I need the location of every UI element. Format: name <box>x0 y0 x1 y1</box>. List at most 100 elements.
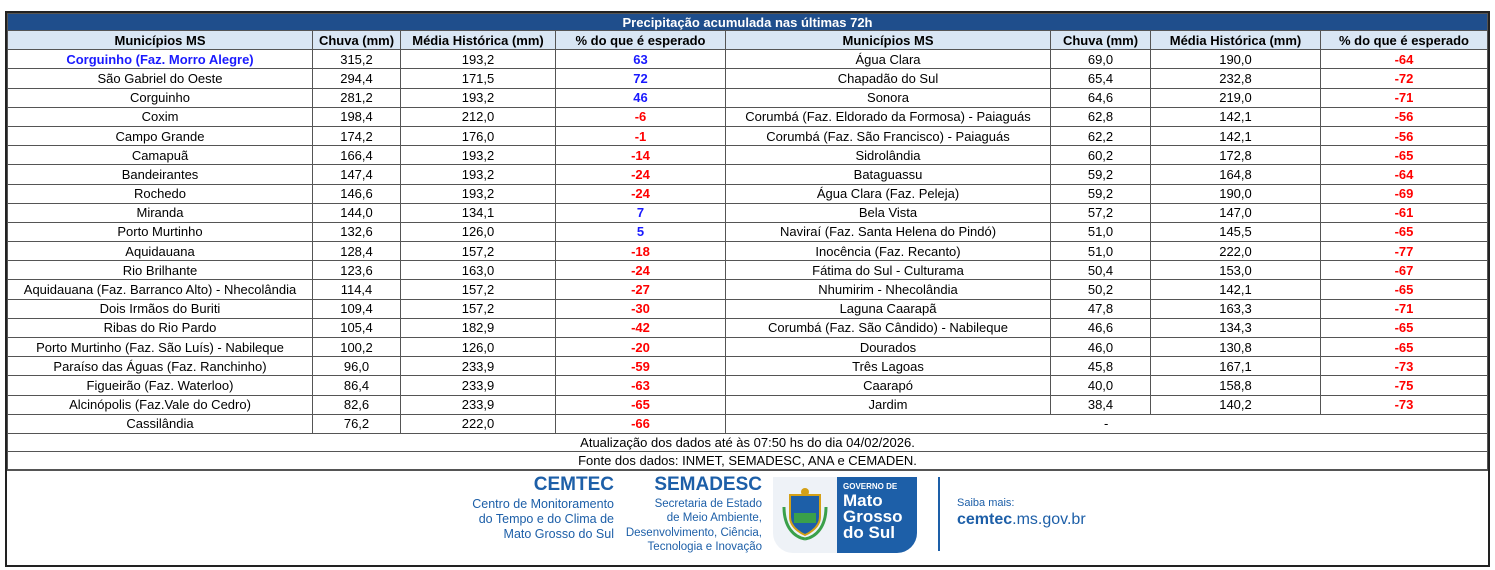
chuva-cell: 132,6 <box>312 221 401 243</box>
media-cell: 163,3 <box>1150 298 1321 319</box>
table-row: Dois Irmãos do Buriti 109,4 157,2 -30 Laguna… <box>7 298 1488 319</box>
percent-cell: -1 <box>555 125 726 147</box>
municipio-cell: Corguinho (Faz. Morro Alegre) <box>7 49 313 70</box>
municipio-cell: Caarapó <box>725 375 1051 396</box>
cemtec-line: Centro de Monitoramento <box>472 496 614 511</box>
municipio-cell: Três Lagoas <box>725 356 1051 377</box>
percent-cell: -71 <box>1320 87 1488 108</box>
municipio-cell: Figueirão (Faz. Waterloo) <box>7 375 313 396</box>
media-cell: 147,0 <box>1150 202 1321 223</box>
percent-cell: -73 <box>1320 394 1488 415</box>
municipio-cell: Inocência (Faz. Recanto) <box>725 241 1051 262</box>
chuva-cell: 60,2 <box>1050 145 1151 166</box>
chuva-cell: 315,2 <box>312 49 401 70</box>
table-row: Porto Murtinho (Faz. São Luís) - Nabileq… <box>7 336 1488 358</box>
municipio-cell: Alcinópolis (Faz.Vale do Cedro) <box>7 394 313 415</box>
percent-cell: -65 <box>1320 221 1488 243</box>
chuva-cell: 51,0 <box>1050 241 1151 262</box>
chuva-cell: 38,4 <box>1050 394 1151 415</box>
media-cell: 219,0 <box>1150 87 1321 108</box>
semadesc-line: Secretaria de Estado <box>654 497 762 510</box>
table-row: Miranda 144,0 134,1 7 Bela Vista 57,2 147,0 -61 <box>7 202 1488 223</box>
url-rest: .ms.gov.br <box>1012 510 1086 528</box>
municipio-cell: Corumbá (Faz. São Francisco) - Paiaguás <box>725 125 1051 147</box>
percent-cell: -65 <box>555 394 726 415</box>
media-cell: 222,0 <box>400 413 556 434</box>
percent-cell: -64 <box>1320 164 1488 185</box>
media-cell: 233,9 <box>400 394 556 415</box>
saiba-mais-label: Saiba mais: <box>957 496 1015 509</box>
municipio-cell: Porto Murtinho (Faz. São Luís) - Nabileq… <box>7 336 313 358</box>
media-cell: 164,8 <box>1150 164 1321 185</box>
media-cell: 182,9 <box>400 317 556 339</box>
chuva-cell: 128,4 <box>312 241 401 262</box>
percent-cell: -27 <box>555 279 726 300</box>
table-row: Paraíso das Águas (Faz. Ranchinho) 96,0 23… <box>7 356 1488 377</box>
logos-footer: CEMTEC Centro de Monitoramento do Tempo … <box>7 469 1488 565</box>
municipio-cell: Naviraí (Faz. Santa Helena do Pindó) <box>725 221 1051 243</box>
municipio-cell: Água Clara (Faz. Peleja) <box>725 183 1051 204</box>
cemtec-line: Mato Grosso do Sul <box>503 526 614 541</box>
percent-cell: -65 <box>1320 145 1488 166</box>
municipio-cell: Nhumirim - Nhecolândia <box>725 279 1051 300</box>
percent-cell: -73 <box>1320 356 1488 377</box>
percent-cell: 7 <box>555 202 726 223</box>
media-cell: 212,0 <box>400 106 556 127</box>
header-row: Municípios MS Chuva (mm) Média Histórica… <box>7 29 1488 51</box>
media-cell: 171,5 <box>400 68 556 89</box>
media-cell: 134,3 <box>1150 317 1321 339</box>
percent-cell: -30 <box>555 298 726 319</box>
col-municipio: Municípios MS <box>7 29 313 51</box>
coat-of-arms-icon <box>773 476 837 553</box>
table-row: Corguinho 281,2 193,2 46 Sonora 64,6 219,0 -71 <box>7 87 1488 108</box>
cemtec-url[interactable]: cemtec.ms.gov.br <box>957 511 1086 529</box>
municipio-cell: Campo Grande <box>7 125 313 147</box>
chuva-cell: 76,2 <box>312 413 401 434</box>
percent-cell: 72 <box>555 68 726 89</box>
table-row: Rio Brilhante 123,6 163,0 -24 Fátima do Sul … <box>7 260 1488 281</box>
percent-cell: -24 <box>555 260 726 281</box>
media-cell: 193,2 <box>400 49 556 70</box>
col-municipio: Municípios MS <box>725 29 1051 51</box>
divider <box>938 476 940 551</box>
table-row: Aquidauana (Faz. Barranco Alto) - Nhecol… <box>7 279 1488 300</box>
table-row: Corguinho (Faz. Morro Alegre) 315,2 193,2 6… <box>7 49 1488 70</box>
update-note: Atualização dos dados até às 07:50 hs do… <box>7 432 1488 452</box>
media-cell: 157,2 <box>400 298 556 319</box>
percent-cell: -24 <box>555 183 726 204</box>
media-cell: 140,2 <box>1150 394 1321 415</box>
chuva-cell: 59,2 <box>1050 164 1151 185</box>
media-cell: 167,1 <box>1150 356 1321 377</box>
chuva-cell: 123,6 <box>312 260 401 281</box>
municipio-cell: Fátima do Sul - Culturama <box>725 260 1051 281</box>
municipio-cell: Chapadão do Sul <box>725 68 1051 89</box>
chuva-cell: 86,4 <box>312 375 401 396</box>
col-percent: % do que é esperado <box>1320 29 1488 51</box>
chuva-cell: 69,0 <box>1050 49 1151 70</box>
percent-cell: -67 <box>1320 260 1488 281</box>
media-cell: 193,2 <box>400 164 556 185</box>
precipitation-table: Precipitação acumulada nas últimas 72h M… <box>7 13 1488 470</box>
percent-cell: -59 <box>555 356 726 377</box>
municipio-cell: Camapuã <box>7 145 313 166</box>
col-chuva: Chuva (mm) <box>312 29 401 51</box>
media-cell: 233,9 <box>400 375 556 396</box>
municipio-cell: Dourados <box>725 336 1051 358</box>
chuva-cell: 50,4 <box>1050 260 1151 281</box>
table-row: Camapuã 166,4 193,2 -14 Sidrolândia 60,2 172,8… <box>7 145 1488 166</box>
table-row: Rochedo 146,6 193,2 -24 Água Clara (Faz. Pel… <box>7 183 1488 204</box>
media-cell: 163,0 <box>400 260 556 281</box>
municipio-cell: Aquidauana (Faz. Barranco Alto) - Nhecol… <box>7 279 313 300</box>
municipio-cell: Coxim <box>7 106 313 127</box>
cemtec-logo: CEMTEC Centro de Monitoramento do Tempo … <box>447 473 614 542</box>
semadesc-line: Tecnologia e Inovação <box>647 541 762 554</box>
semadesc-line: de Meio Ambiente, <box>666 512 762 525</box>
chuva-cell: 82,6 <box>312 394 401 415</box>
percent-cell: -64 <box>1320 49 1488 70</box>
media-cell: 158,8 <box>1150 375 1321 396</box>
percent-cell: -75 <box>1320 375 1488 396</box>
media-cell: 232,8 <box>1150 68 1321 89</box>
percent-cell: -71 <box>1320 298 1488 319</box>
chuva-cell: 144,0 <box>312 202 401 223</box>
municipio-cell: Rochedo <box>7 183 313 204</box>
